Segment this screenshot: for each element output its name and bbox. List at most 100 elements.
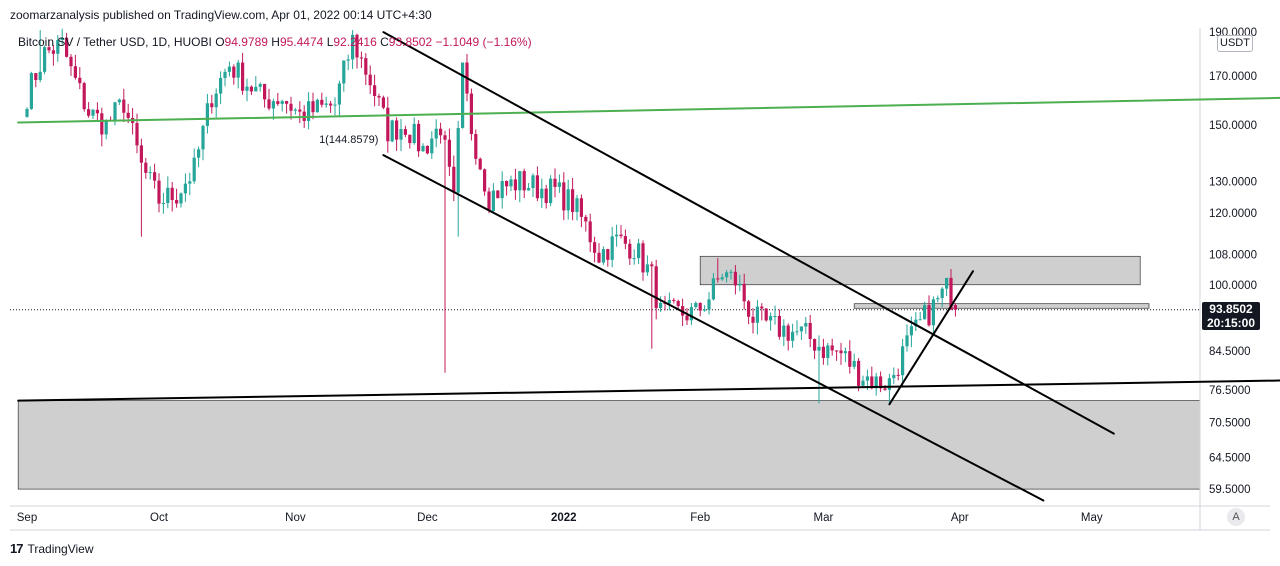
candle-body: [711, 278, 715, 300]
candle-body: [333, 104, 337, 106]
last-price-tag: 93.8502 20:15:00: [1202, 302, 1260, 330]
candle-body: [953, 305, 957, 310]
candle-body: [597, 252, 601, 263]
y-tick-label: 64.5000: [1209, 452, 1251, 464]
tradingview-logo-icon: 17: [10, 541, 24, 556]
candle-body: [593, 242, 597, 253]
candle-body: [285, 101, 289, 104]
candle-body: [430, 138, 434, 154]
candle-body: [100, 113, 104, 135]
candle-body: [874, 376, 878, 389]
candle-body: [51, 50, 55, 54]
candle-body: [606, 249, 610, 260]
candle-body: [271, 101, 275, 109]
candle-body: [91, 109, 95, 116]
drawing-lines-layer[interactable]: 1(144.8579): [17, 31, 1280, 502]
footer-brand: TradingView: [27, 541, 94, 556]
candle-body: [280, 101, 284, 104]
candle-body: [324, 103, 328, 105]
zone-rect-0: [699, 255, 1141, 286]
candle-body: [298, 109, 302, 112]
candle-body: [443, 135, 447, 140]
y-tick-label: 108.0000: [1209, 249, 1257, 261]
candle-body: [575, 198, 579, 212]
candle-body: [254, 86, 258, 92]
candle-body: [518, 171, 522, 191]
candle-body: [417, 123, 421, 152]
candle-body: [377, 96, 381, 98]
candle-body: [205, 103, 209, 126]
candle-body: [395, 120, 399, 140]
candle-body: [157, 180, 161, 204]
zone-rect-1: [853, 303, 1150, 309]
candle-body: [672, 299, 676, 301]
candle-body: [342, 60, 346, 84]
candle-body: [940, 288, 944, 299]
x-tick-label: Feb: [690, 512, 710, 524]
candle-body: [879, 376, 883, 389]
candle-body: [122, 99, 126, 113]
candle-body: [245, 86, 249, 91]
last-price-value: 93.8502: [1209, 302, 1253, 316]
candle-body: [139, 145, 143, 163]
support-line-line: [17, 379, 1280, 402]
zones-layer: [17, 255, 1201, 490]
x-tick-label: Dec: [417, 512, 438, 524]
candle-body: [852, 360, 856, 367]
candle-body: [751, 316, 755, 323]
candle-body: [857, 360, 861, 386]
candle-body: [588, 221, 592, 243]
candle-body: [263, 84, 267, 100]
candle-body: [927, 305, 931, 326]
candle-body: [175, 200, 179, 204]
candle-body: [201, 125, 205, 150]
candle-body: [738, 283, 742, 286]
candle-body: [905, 335, 909, 347]
candle-body: [461, 62, 465, 128]
candle-body: [813, 338, 817, 351]
candle-body: [707, 299, 711, 310]
y-tick-label: 130.0000: [1209, 176, 1257, 188]
candle-body: [69, 56, 73, 67]
candle-body: [619, 234, 623, 237]
candle-body: [307, 101, 311, 121]
candle-body: [390, 120, 394, 142]
y-tick-label: 120.0000: [1209, 208, 1257, 220]
auto-scale-button[interactable]: A: [1227, 508, 1245, 526]
candle-body: [839, 350, 843, 354]
candle-body: [368, 74, 372, 86]
candle-body: [945, 277, 949, 289]
candle-body: [848, 351, 852, 367]
candle-body: [412, 123, 416, 144]
close-value: 93.8502: [388, 35, 433, 49]
candle-body: [425, 145, 429, 154]
candle-body: [315, 99, 319, 113]
candle-body: [883, 388, 887, 390]
candle-body: [513, 179, 517, 191]
candle-body: [267, 99, 271, 109]
grid-layer: [10, 28, 1270, 531]
candle-body: [777, 315, 781, 337]
open-label: O: [215, 35, 225, 49]
candle-body: [346, 59, 350, 61]
candle-body: [210, 103, 214, 108]
candle-body: [909, 326, 913, 336]
candle-body: [870, 376, 874, 389]
candle-body: [887, 378, 891, 390]
candle-body: [716, 278, 720, 280]
low-label: L: [326, 35, 334, 49]
candle-body: [223, 71, 227, 79]
candle-body: [78, 77, 82, 84]
candle-body: [197, 149, 201, 158]
candle-body: [527, 188, 531, 191]
currency-unit-button[interactable]: USDT: [1217, 35, 1253, 52]
candle-body: [183, 183, 187, 194]
candle-body: [258, 84, 262, 87]
candle-body: [676, 300, 680, 307]
y-tick-label: 84.5000: [1209, 346, 1251, 358]
candle-body: [491, 190, 495, 211]
candle-body: [914, 319, 918, 327]
candle-body: [610, 236, 614, 260]
candle-body: [755, 306, 759, 323]
